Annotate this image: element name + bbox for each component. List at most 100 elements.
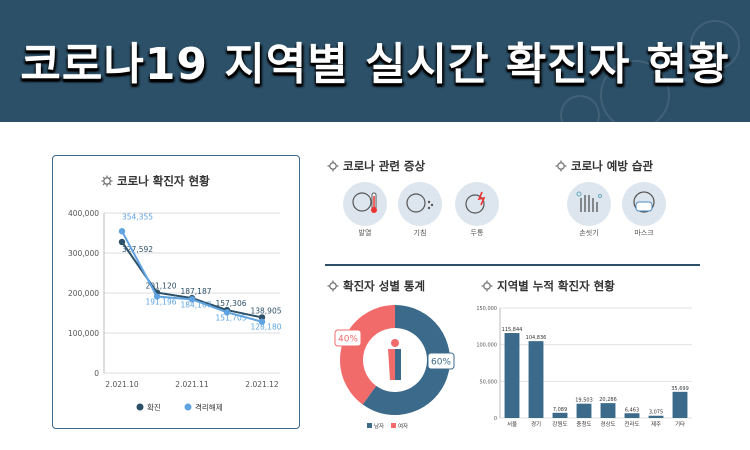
y-tick-label: 150,000: [476, 306, 497, 312]
cough-icon: [398, 182, 442, 226]
data-point: [188, 296, 196, 303]
legend-label: 격리해제: [195, 402, 223, 412]
data-label: 35,699: [671, 386, 689, 392]
male-pct-box: [427, 352, 455, 370]
bar: [648, 415, 664, 418]
data-point: [118, 228, 126, 235]
female-pct-box: [334, 329, 362, 347]
data-label: 104,836: [526, 335, 547, 341]
x-tick-label: 2.021.11: [175, 380, 209, 389]
gear-icon: [481, 280, 493, 292]
virus-decoration-icon: [560, 95, 600, 122]
data-label: 201,120: [145, 282, 176, 291]
pie-slice-female: [340, 305, 395, 405]
title-banner: 코로나19 지역별 실시간 확진자 현황: [0, 0, 750, 122]
x-tick-label: 경기: [531, 420, 541, 428]
x-tick-label: 기타: [675, 420, 685, 428]
symptoms-title-text: 코로나 관련 증상: [343, 159, 426, 173]
page-title: 코로나19 지역별 실시간 확진자 현황: [20, 39, 730, 90]
prevention-label: 마스크: [634, 229, 654, 237]
bar: [672, 391, 688, 418]
virus-decoration-icon: [600, 60, 670, 122]
headache-icon: [455, 182, 499, 226]
legend-marker: [391, 423, 396, 428]
gender-donut-chart: 60% 40% 남자 여자: [334, 305, 455, 430]
x-tick-label: 전라도: [624, 420, 639, 428]
virus-decoration-icon: [690, 20, 740, 70]
data-label: 184,167: [180, 300, 211, 309]
data-label: 157,306: [215, 299, 246, 308]
data-label: 3,075: [649, 410, 663, 416]
symptom-label: 두통: [470, 229, 484, 237]
bar: [528, 341, 544, 418]
y-tick-label: 100,000: [68, 329, 99, 338]
male-figure-icon: [395, 349, 401, 380]
regional-chart-title-text: 지역별 누적 확진자 현황: [497, 279, 615, 293]
gear-icon: [555, 160, 567, 172]
bar: [600, 403, 616, 418]
gender-chart-title-text: 확진자 성별 통계: [343, 279, 426, 293]
prevention-title: 코로나 예방 습관: [555, 158, 653, 174]
data-label: 138,905: [250, 306, 281, 315]
prevention-label: 손씻기: [579, 229, 599, 237]
y-tick-label: 400,000: [68, 209, 99, 218]
y-tick-label: 0: [94, 369, 99, 378]
legend-marker: [136, 403, 144, 411]
data-label: 7,089: [553, 407, 567, 413]
bar: [576, 403, 592, 418]
x-tick-label: 강원도: [552, 420, 567, 428]
pie-slice-male: [362, 305, 450, 415]
data-label: 151,705: [215, 313, 246, 322]
legend-label: 확진: [147, 402, 161, 412]
y-tick-label: 200,000: [68, 289, 99, 298]
data-point: [118, 238, 126, 246]
x-tick-label: 경상도: [600, 420, 615, 428]
symptoms-title: 코로나 관련 증상: [327, 158, 425, 174]
gender-chart-title: 확진자 성별 통계: [327, 278, 425, 294]
y-tick-label: 300,000: [68, 249, 99, 258]
x-tick-label: 제주: [651, 420, 661, 428]
regional-bar-chart: 0 50,000 100,000 150,000 115,844 서울 104,836 경기 7…: [476, 306, 692, 428]
y-tick-label: 0: [494, 416, 497, 422]
data-label: 20,286: [599, 397, 617, 403]
y-tick-label: 50,000: [480, 379, 498, 385]
gear-icon: [327, 280, 339, 292]
legend-marker: [367, 423, 372, 428]
data-label: 187,187: [180, 287, 211, 296]
mask-icon: [622, 182, 666, 226]
handwash-icon: [567, 182, 611, 226]
data-label: 354,355: [122, 212, 153, 221]
data-label: 115,844: [502, 327, 523, 333]
x-tick-label: 2.021.10: [105, 380, 139, 389]
male-pct-label: 60%: [431, 358, 451, 368]
prevention-title-text: 코로나 예방 습관: [571, 159, 654, 173]
y-tick-label: 100,000: [476, 343, 497, 349]
line-chart: 0 100,000 200,000 300,000 400,000 2.021.10 2.0…: [68, 209, 282, 412]
thermometer-icon: [343, 182, 387, 226]
legend-label: 남자: [374, 422, 384, 430]
person-head-icon: [391, 339, 399, 347]
bar: [624, 413, 640, 418]
data-label: 6,463: [625, 407, 639, 413]
data-label: 19,503: [575, 398, 593, 404]
gear-icon: [327, 160, 339, 172]
bar: [552, 412, 568, 418]
regional-chart-title: 지역별 누적 확진자 현황: [481, 278, 615, 294]
bar: [504, 333, 520, 418]
symptom-label: 발열: [358, 229, 372, 237]
data-point: [153, 293, 161, 300]
data-point: [223, 309, 231, 316]
data-label: 327,592: [122, 245, 153, 254]
female-pct-label: 40%: [338, 335, 358, 345]
gear-icon: [101, 175, 113, 187]
data-point: [258, 318, 266, 325]
trend-chart-title-text: 코로나 확진자 현황: [117, 174, 210, 188]
legend-label: 여자: [398, 422, 408, 430]
legend-marker: [184, 403, 192, 411]
x-tick-label: 2.021.12: [245, 380, 279, 389]
symptom-label: 기침: [413, 229, 427, 237]
x-tick-label: 충청도: [576, 420, 591, 428]
section-divider: [325, 264, 700, 266]
female-figure-icon: [388, 349, 395, 380]
